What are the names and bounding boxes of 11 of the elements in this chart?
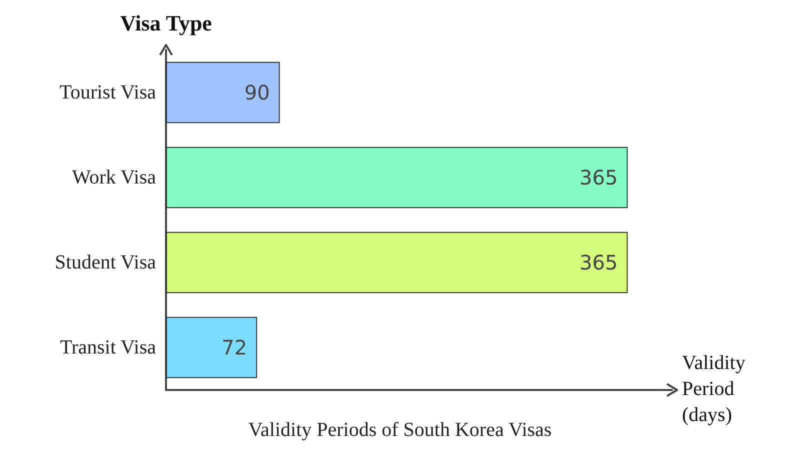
data-label: 90 [244,80,270,104]
y-tick-label: Student Visa [54,252,156,274]
text: Validity Periods of South Korea Visas [248,419,552,441]
y-axis-title: Visa Type [120,10,212,36]
data-label: 72 [222,336,248,360]
y-tick-label: Transit Visa [60,336,156,358]
x-axis-title: Validity Period (days) [682,351,746,428]
y-tick-label: Work Visa [72,166,156,188]
data-label: 365 [580,166,618,190]
data-label: 365 [580,250,618,274]
y-tick-label: Tourist Visa [60,82,156,104]
